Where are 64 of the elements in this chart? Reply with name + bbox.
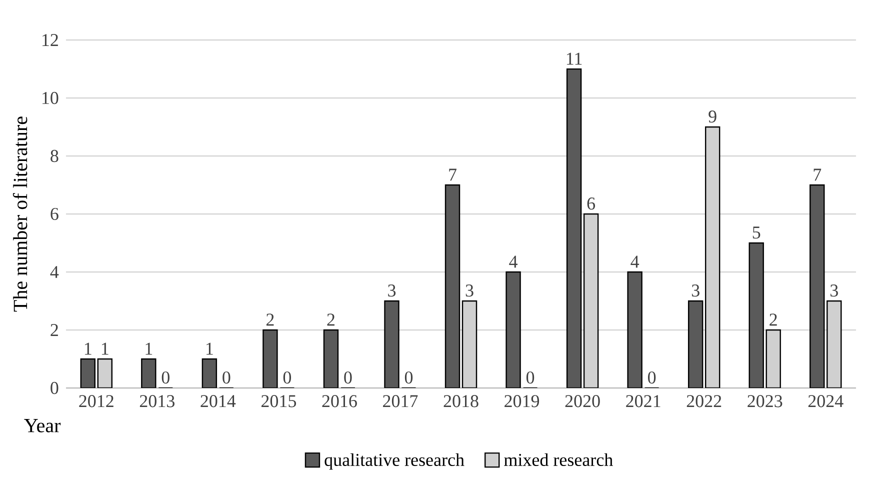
data-label: 2 <box>327 314 334 326</box>
data-label: 7 <box>449 168 456 181</box>
x-tick-label: 2019 <box>504 395 540 408</box>
data-label: 3 <box>466 284 474 297</box>
y-tick-label: 0 <box>50 382 58 394</box>
bar <box>688 300 704 388</box>
data-label: 4 <box>630 256 640 268</box>
x-tick-label: 2022 <box>686 395 722 408</box>
x-axis-title: Year <box>24 419 61 432</box>
x-tick-label: 2018 <box>444 395 478 408</box>
data-label: 9 <box>708 110 716 123</box>
x-tick-label: 2017 <box>383 395 418 408</box>
bar <box>80 358 96 388</box>
bar <box>766 329 781 388</box>
data-label: 3 <box>388 284 396 297</box>
data-label: 5 <box>752 226 760 239</box>
data-label: 0 <box>344 371 352 384</box>
bar <box>810 184 825 388</box>
y-tick-label: 10 <box>42 92 58 104</box>
legend-label: mixed research <box>504 453 613 466</box>
y-tick-label: 12 <box>42 34 58 46</box>
bar <box>444 184 460 388</box>
bar <box>704 126 720 388</box>
x-tick-label: 2012 <box>79 395 114 408</box>
x-tick-label: 2014 <box>200 395 236 408</box>
data-label: 1 <box>206 342 213 355</box>
x-tick-label: 2013 <box>140 395 174 408</box>
data-label: 0 <box>162 371 170 384</box>
bar <box>583 213 599 388</box>
data-label: 4 <box>509 256 518 268</box>
bar <box>826 300 842 388</box>
data-label: 1 <box>84 342 92 355</box>
data-label: 0 <box>404 371 413 384</box>
x-tick-label: 2015 <box>261 395 296 408</box>
data-label: 1 <box>146 342 152 355</box>
y-tick-label: 8 <box>50 150 58 162</box>
bar <box>323 329 339 388</box>
data-label: 6 <box>587 198 596 210</box>
bar <box>748 242 764 388</box>
data-label: 0 <box>283 371 292 384</box>
data-label: 1 <box>102 342 108 355</box>
data-label: 3 <box>692 284 700 297</box>
x-tick-label: 2024 <box>808 395 844 408</box>
y-tick-label: 6 <box>50 208 58 220</box>
y-tick-label: 2 <box>50 324 58 336</box>
bar <box>97 358 112 388</box>
data-label: 0 <box>648 371 656 384</box>
x-tick-label: 2016 <box>322 395 357 408</box>
legend-label: qualitative research <box>324 453 464 470</box>
data-label: 2 <box>266 314 274 326</box>
x-tick-label: 2023 <box>748 395 782 408</box>
bar <box>462 300 478 388</box>
data-label: 0 <box>526 371 534 384</box>
y-axis-title: The number of literature <box>12 116 28 312</box>
data-label: 2 <box>770 314 777 326</box>
data-label: 11 <box>566 52 582 65</box>
bar <box>566 68 582 388</box>
y-tick-label: 4 <box>50 266 59 278</box>
bar <box>202 358 218 388</box>
data-label: 3 <box>830 284 838 297</box>
x-tick-label: 2021 <box>626 395 660 408</box>
x-tick-label: 2020 <box>565 395 600 408</box>
data-label: 7 <box>814 168 822 181</box>
data-label: 0 <box>222 371 230 384</box>
